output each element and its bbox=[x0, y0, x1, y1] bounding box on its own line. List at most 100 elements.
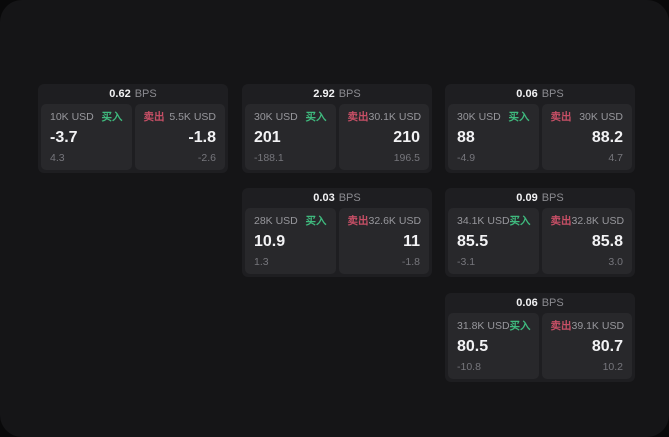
buy-toprow: 10K USD 买入 bbox=[50, 112, 123, 123]
sell-panel[interactable]: 卖出 30.1K USD 210 196.5 bbox=[338, 104, 429, 170]
bps-unit: BPS bbox=[134, 87, 157, 100]
card-body: 10K USD 买入 -3.7 4.3 卖出 5.5K USD -1.8 -2.… bbox=[38, 104, 228, 173]
sell-panel[interactable]: 卖出 39.1K USD 80.7 10.2 bbox=[541, 313, 632, 379]
sell-label: 卖出 bbox=[550, 111, 572, 123]
sell-amount: 39.1K USD bbox=[571, 320, 625, 332]
buy-panel[interactable]: 30K USD 买入 201 -188.1 bbox=[245, 104, 336, 170]
sell-label: 卖出 bbox=[550, 320, 572, 332]
sell-toprow: 卖出 32.8K USD bbox=[550, 215, 625, 227]
card-body: 31.8K USD 买入 80.5 -10.8 卖出 39.1K USD 80.… bbox=[445, 313, 635, 382]
quote-card: 0.09 BPS 34.1K USD 买入 85.5 -3.1 卖出 32.8K… bbox=[445, 188, 635, 277]
sell-value: 88.2 bbox=[591, 128, 623, 146]
sell-amount: 30K USD bbox=[579, 111, 623, 123]
buy-delta: 1.3 bbox=[254, 255, 269, 268]
sell-toprow: 卖出 30.1K USD bbox=[347, 111, 422, 123]
bps-unit: BPS bbox=[338, 191, 361, 204]
buy-value: 201 bbox=[254, 128, 281, 146]
buy-toprow: 28K USD 买入 bbox=[254, 216, 327, 227]
quote-card: 0.03 BPS 28K USD 买入 10.9 1.3 卖出 32.6K US… bbox=[242, 188, 432, 277]
buy-delta: -10.8 bbox=[457, 360, 481, 373]
sell-delta: -2.6 bbox=[197, 151, 216, 164]
bps-unit: BPS bbox=[541, 87, 564, 100]
sell-label: 卖出 bbox=[143, 111, 165, 123]
buy-delta: -3.1 bbox=[457, 255, 476, 268]
quote-card: 0.62 BPS 10K USD 买入 -3.7 4.3 卖出 5.5K USD… bbox=[38, 84, 228, 173]
buy-panel[interactable]: 30K USD 买入 88 -4.9 bbox=[448, 104, 539, 170]
buy-toprow: 34.1K USD 买入 bbox=[457, 215, 531, 227]
buy-panel[interactable]: 10K USD 买入 -3.7 4.3 bbox=[41, 104, 132, 170]
card-header: 0.62 BPS bbox=[38, 84, 228, 104]
card-header: 2.92 BPS bbox=[242, 84, 432, 104]
quote-card: 2.92 BPS 30K USD 买入 201 -188.1 卖出 30.1K … bbox=[242, 84, 432, 173]
card-header: 0.06 BPS bbox=[445, 84, 635, 104]
sell-delta: 3.0 bbox=[608, 255, 623, 268]
buy-amount: 30K USD bbox=[457, 111, 501, 123]
bps-value: 2.92 bbox=[313, 87, 335, 100]
bps-value: 0.03 bbox=[313, 191, 335, 204]
card-body: 34.1K USD 买入 85.5 -3.1 卖出 32.8K USD 85.8… bbox=[445, 208, 635, 277]
bps-value: 0.62 bbox=[109, 87, 131, 100]
bps-unit: BPS bbox=[541, 191, 564, 204]
buy-toprow: 30K USD 买入 bbox=[457, 112, 530, 123]
sell-value: 85.8 bbox=[591, 232, 623, 250]
sell-value: 210 bbox=[393, 128, 420, 146]
sell-value: 80.7 bbox=[591, 337, 623, 355]
sell-amount: 32.8K USD bbox=[571, 215, 625, 227]
buy-label: 买入 bbox=[101, 111, 123, 123]
bps-value: 0.09 bbox=[516, 191, 538, 204]
sell-value: 11 bbox=[403, 232, 420, 250]
buy-delta: -4.9 bbox=[457, 151, 476, 164]
buy-label: 买入 bbox=[305, 111, 327, 123]
buy-value: 88 bbox=[457, 128, 475, 146]
buy-panel[interactable]: 34.1K USD 买入 85.5 -3.1 bbox=[448, 208, 539, 274]
buy-amount: 30K USD bbox=[254, 111, 298, 123]
sell-panel[interactable]: 卖出 5.5K USD -1.8 -2.6 bbox=[134, 104, 225, 170]
sell-delta: -1.8 bbox=[401, 255, 420, 268]
buy-label: 买入 bbox=[509, 215, 531, 227]
buy-toprow: 31.8K USD 买入 bbox=[457, 320, 531, 332]
sell-label: 卖出 bbox=[347, 215, 369, 227]
sell-label: 卖出 bbox=[550, 215, 572, 227]
card-body: 30K USD 买入 88 -4.9 卖出 30K USD 88.2 4.7 bbox=[445, 104, 635, 173]
sell-panel[interactable]: 卖出 32.8K USD 85.8 3.0 bbox=[541, 208, 632, 274]
sell-delta: 196.5 bbox=[393, 151, 420, 164]
card-body: 30K USD 买入 201 -188.1 卖出 30.1K USD 210 1… bbox=[242, 104, 432, 173]
sell-toprow: 卖出 30K USD bbox=[551, 112, 624, 123]
buy-value: -3.7 bbox=[50, 128, 78, 146]
sell-label: 卖出 bbox=[347, 111, 369, 123]
buy-amount: 10K USD bbox=[50, 111, 94, 123]
sell-amount: 30.1K USD bbox=[368, 111, 422, 123]
sell-panel[interactable]: 卖出 30K USD 88.2 4.7 bbox=[541, 104, 632, 170]
sell-toprow: 卖出 32.6K USD bbox=[347, 215, 422, 227]
sell-delta: 10.2 bbox=[602, 360, 623, 373]
buy-value: 10.9 bbox=[254, 232, 286, 250]
buy-amount: 28K USD bbox=[254, 215, 298, 227]
buy-amount: 34.1K USD bbox=[457, 215, 510, 227]
card-body: 28K USD 买入 10.9 1.3 卖出 32.6K USD 11 -1.8 bbox=[242, 208, 432, 277]
buy-label: 买入 bbox=[305, 215, 327, 227]
sell-amount: 5.5K USD bbox=[169, 111, 216, 123]
card-header: 0.06 BPS bbox=[445, 293, 635, 313]
card-header: 0.09 BPS bbox=[445, 188, 635, 208]
bps-unit: BPS bbox=[338, 87, 361, 100]
buy-amount: 31.8K USD bbox=[457, 320, 510, 332]
bps-value: 0.06 bbox=[516, 296, 538, 309]
buy-toprow: 30K USD 买入 bbox=[254, 112, 327, 123]
buy-delta: -188.1 bbox=[254, 151, 284, 164]
buy-label: 买入 bbox=[509, 320, 531, 332]
sell-amount: 32.6K USD bbox=[368, 215, 422, 227]
sell-value: -1.8 bbox=[188, 128, 216, 146]
bps-value: 0.06 bbox=[516, 87, 538, 100]
card-header: 0.03 BPS bbox=[242, 188, 432, 208]
buy-label: 买入 bbox=[508, 111, 530, 123]
buy-panel[interactable]: 28K USD 买入 10.9 1.3 bbox=[245, 208, 336, 274]
buy-delta: 4.3 bbox=[50, 151, 65, 164]
sell-toprow: 卖出 39.1K USD bbox=[550, 320, 625, 332]
sell-delta: 4.7 bbox=[608, 151, 623, 164]
quote-card: 0.06 BPS 30K USD 买入 88 -4.9 卖出 30K USD 8… bbox=[445, 84, 635, 173]
buy-panel[interactable]: 31.8K USD 买入 80.5 -10.8 bbox=[448, 313, 539, 379]
sell-panel[interactable]: 卖出 32.6K USD 11 -1.8 bbox=[338, 208, 429, 274]
bps-unit: BPS bbox=[541, 296, 564, 309]
